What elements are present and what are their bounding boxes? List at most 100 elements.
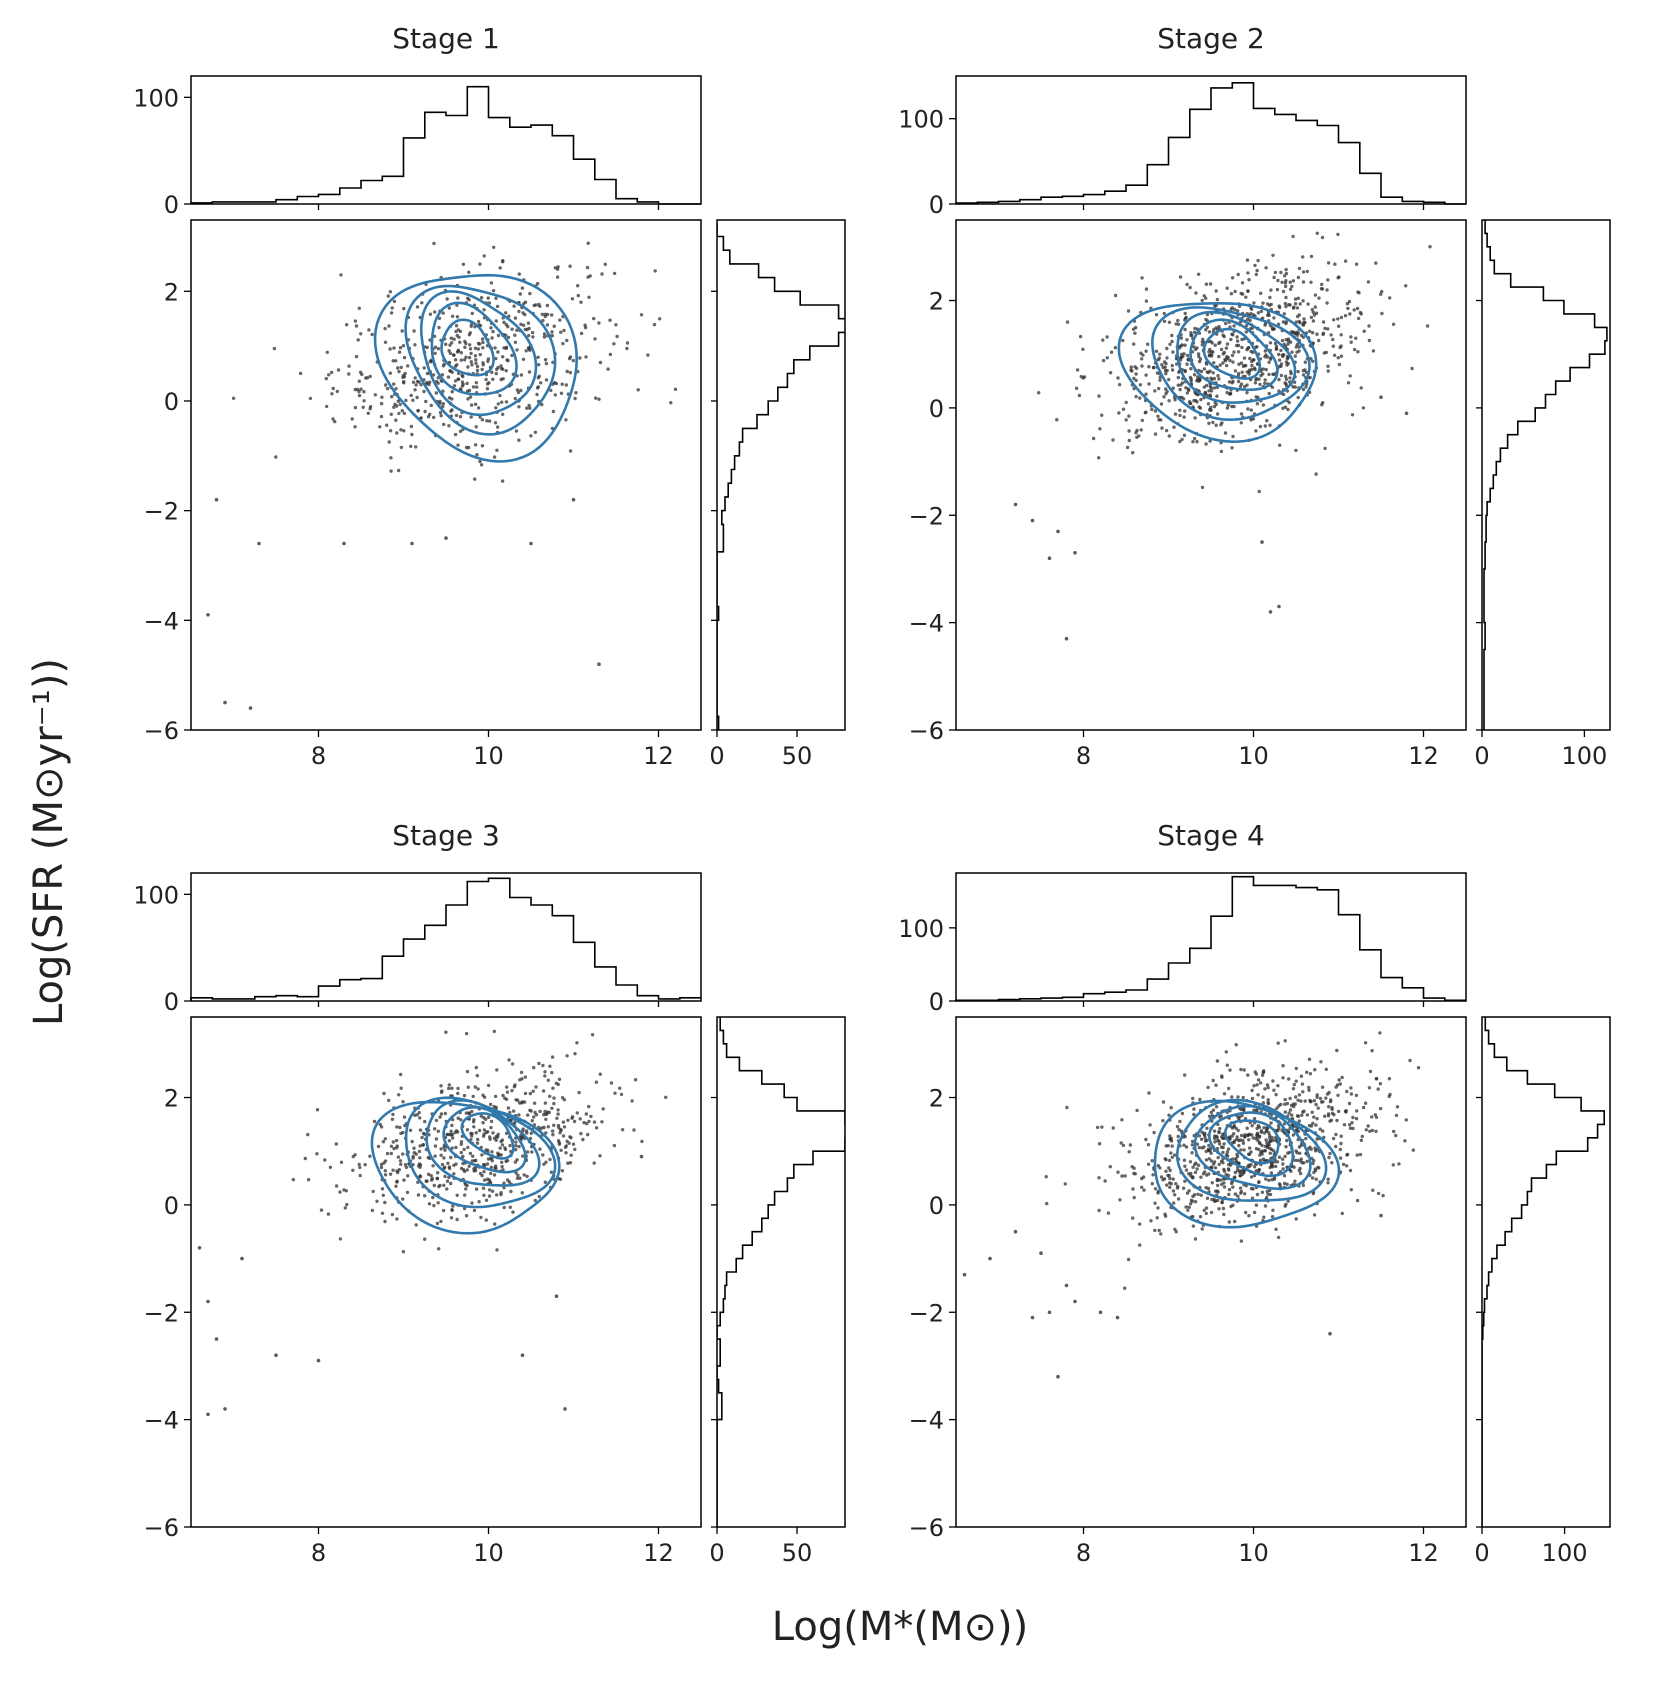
- scatter-point: [1178, 387, 1182, 392]
- scatter-point: [1355, 1153, 1359, 1157]
- scatter-point: [673, 387, 678, 391]
- scatter-point: [547, 1110, 551, 1115]
- scatter-point: [412, 1146, 416, 1150]
- scatter-point: [385, 423, 389, 427]
- scatter-point: [1277, 364, 1282, 369]
- scatter-point: [512, 304, 516, 308]
- scatter-point: [497, 1152, 501, 1157]
- scatter-point: [1231, 1203, 1235, 1207]
- scatter-point: [370, 332, 374, 337]
- scatter-point: [560, 382, 564, 386]
- scatter-point: [498, 393, 502, 398]
- scatter-point: [1252, 1173, 1257, 1178]
- scatter-point: [1156, 1189, 1160, 1194]
- scatter-outlier-point: [248, 706, 253, 710]
- scatter-point: [1164, 1158, 1168, 1162]
- top-histogram-frame: [955, 872, 1467, 1002]
- scatter-point: [1146, 1162, 1151, 1166]
- scatter-point: [1252, 1210, 1257, 1215]
- y-tick-label: −2: [144, 1299, 179, 1327]
- scatter-point: [1302, 1109, 1306, 1113]
- scatter-point: [1349, 340, 1353, 344]
- scatter-point: [1179, 336, 1183, 340]
- scatter-point: [519, 388, 523, 393]
- scatter-point: [1225, 286, 1229, 290]
- scatter-point: [1266, 1145, 1270, 1150]
- scatter-outlier-point: [988, 1256, 992, 1261]
- right-histogram-step: [717, 1017, 845, 1527]
- scatter-point: [330, 392, 334, 396]
- scatter-point: [1213, 1189, 1218, 1193]
- right-histogram-step: [717, 222, 845, 730]
- scatter-point: [1196, 352, 1201, 356]
- scatter-point: [504, 369, 508, 373]
- scatter-point: [1161, 365, 1165, 370]
- scatter-point: [506, 335, 511, 340]
- top-histogram-frame: [190, 75, 702, 205]
- scatter-plot-area: [1013, 220, 1432, 641]
- scatter-point: [1131, 1187, 1135, 1191]
- scatter-point: [557, 1126, 561, 1130]
- scatter-point: [1313, 1146, 1317, 1150]
- scatter-point: [396, 366, 400, 370]
- scatter-point: [434, 391, 438, 395]
- scatter-point: [1278, 1183, 1282, 1187]
- scatter-point: [1198, 1097, 1202, 1102]
- scatter-point: [1258, 424, 1263, 429]
- scatter-point: [481, 1186, 486, 1190]
- scatter-point: [1284, 271, 1289, 276]
- scatter-point: [1111, 438, 1115, 442]
- scatter-point: [368, 1154, 372, 1158]
- scatter-point: [1218, 363, 1222, 367]
- scatter-point: [325, 350, 329, 354]
- scatter-point: [350, 417, 354, 421]
- scatter-outlier-point: [1379, 395, 1383, 400]
- scatter-point: [1135, 1108, 1139, 1113]
- scatter-point: [351, 1168, 355, 1172]
- scatter-point: [505, 1090, 510, 1094]
- scatter-point: [424, 1179, 428, 1183]
- scatter-point: [1142, 1188, 1146, 1192]
- scatter-point: [1173, 1193, 1177, 1197]
- scatter-outlier-point: [1013, 502, 1018, 507]
- scatter-point: [1356, 316, 1361, 321]
- scatter-point: [1132, 376, 1136, 381]
- scatter-point: [426, 1172, 431, 1176]
- scatter-point: [1170, 368, 1175, 372]
- scatter-point: [1281, 1076, 1285, 1080]
- scatter-point: [429, 403, 433, 408]
- scatter-point: [525, 1150, 530, 1154]
- scatter-point: [1270, 385, 1275, 389]
- scatter-point: [570, 297, 575, 301]
- scatter-point: [554, 381, 558, 386]
- scatter-point: [527, 403, 531, 408]
- scatter-point: [1241, 1138, 1245, 1143]
- scatter-point: [572, 1119, 577, 1124]
- scatter-point: [1065, 1105, 1069, 1110]
- scatter-point: [1156, 414, 1160, 418]
- scatter-point: [540, 312, 544, 316]
- scatter-point: [451, 353, 456, 357]
- scatter-point: [1308, 375, 1312, 380]
- scatter-point: [418, 1116, 422, 1120]
- scatter-point: [1338, 345, 1342, 350]
- scatter-point: [1207, 1143, 1211, 1148]
- scatter-point: [1267, 1131, 1271, 1135]
- scatter-point: [1250, 1096, 1255, 1101]
- scatter-point: [1305, 1159, 1309, 1164]
- scatter-point: [1178, 408, 1182, 412]
- scatter-point: [1273, 270, 1278, 275]
- scatter-point: [1131, 1216, 1135, 1220]
- scatter-point: [532, 303, 536, 308]
- scatter-point: [1198, 1215, 1203, 1219]
- panel-title: Stage 2: [1157, 22, 1265, 55]
- scatter-point: [1242, 1108, 1246, 1112]
- scatter-point: [1238, 1173, 1243, 1178]
- scatter-point: [1195, 440, 1199, 444]
- scatter-point: [1285, 1101, 1290, 1106]
- scatter-point: [1288, 1108, 1293, 1112]
- scatter-point: [477, 1128, 482, 1133]
- scatter-point: [1255, 268, 1259, 273]
- scatter-point: [439, 1147, 443, 1151]
- scatter-point: [361, 405, 365, 409]
